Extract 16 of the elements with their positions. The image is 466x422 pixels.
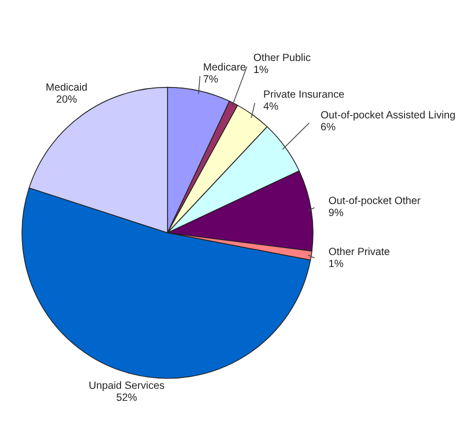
slice-label: Out-of-pocket Other xyxy=(328,196,420,206)
data-label: 7% xyxy=(204,75,218,83)
data-label: 6% xyxy=(321,123,336,130)
data-label: 52% xyxy=(116,394,137,401)
slice-label: Other Private xyxy=(328,247,390,256)
data-label: 20% xyxy=(56,95,77,103)
slice-label: Medicare xyxy=(204,62,246,71)
slice-label: Other Public xyxy=(254,53,310,62)
data-label: 4% xyxy=(264,102,278,110)
data-label: 1% xyxy=(254,66,268,74)
slice-label: Out-of-pocket Assisted Living xyxy=(321,110,455,121)
data-label: 1% xyxy=(329,260,344,268)
slice-label: Unpaid Services xyxy=(90,381,164,391)
slice-label: Private Insurance xyxy=(264,90,344,98)
slice-label: Medicaid xyxy=(46,83,87,91)
data-label: 9% xyxy=(328,208,344,216)
